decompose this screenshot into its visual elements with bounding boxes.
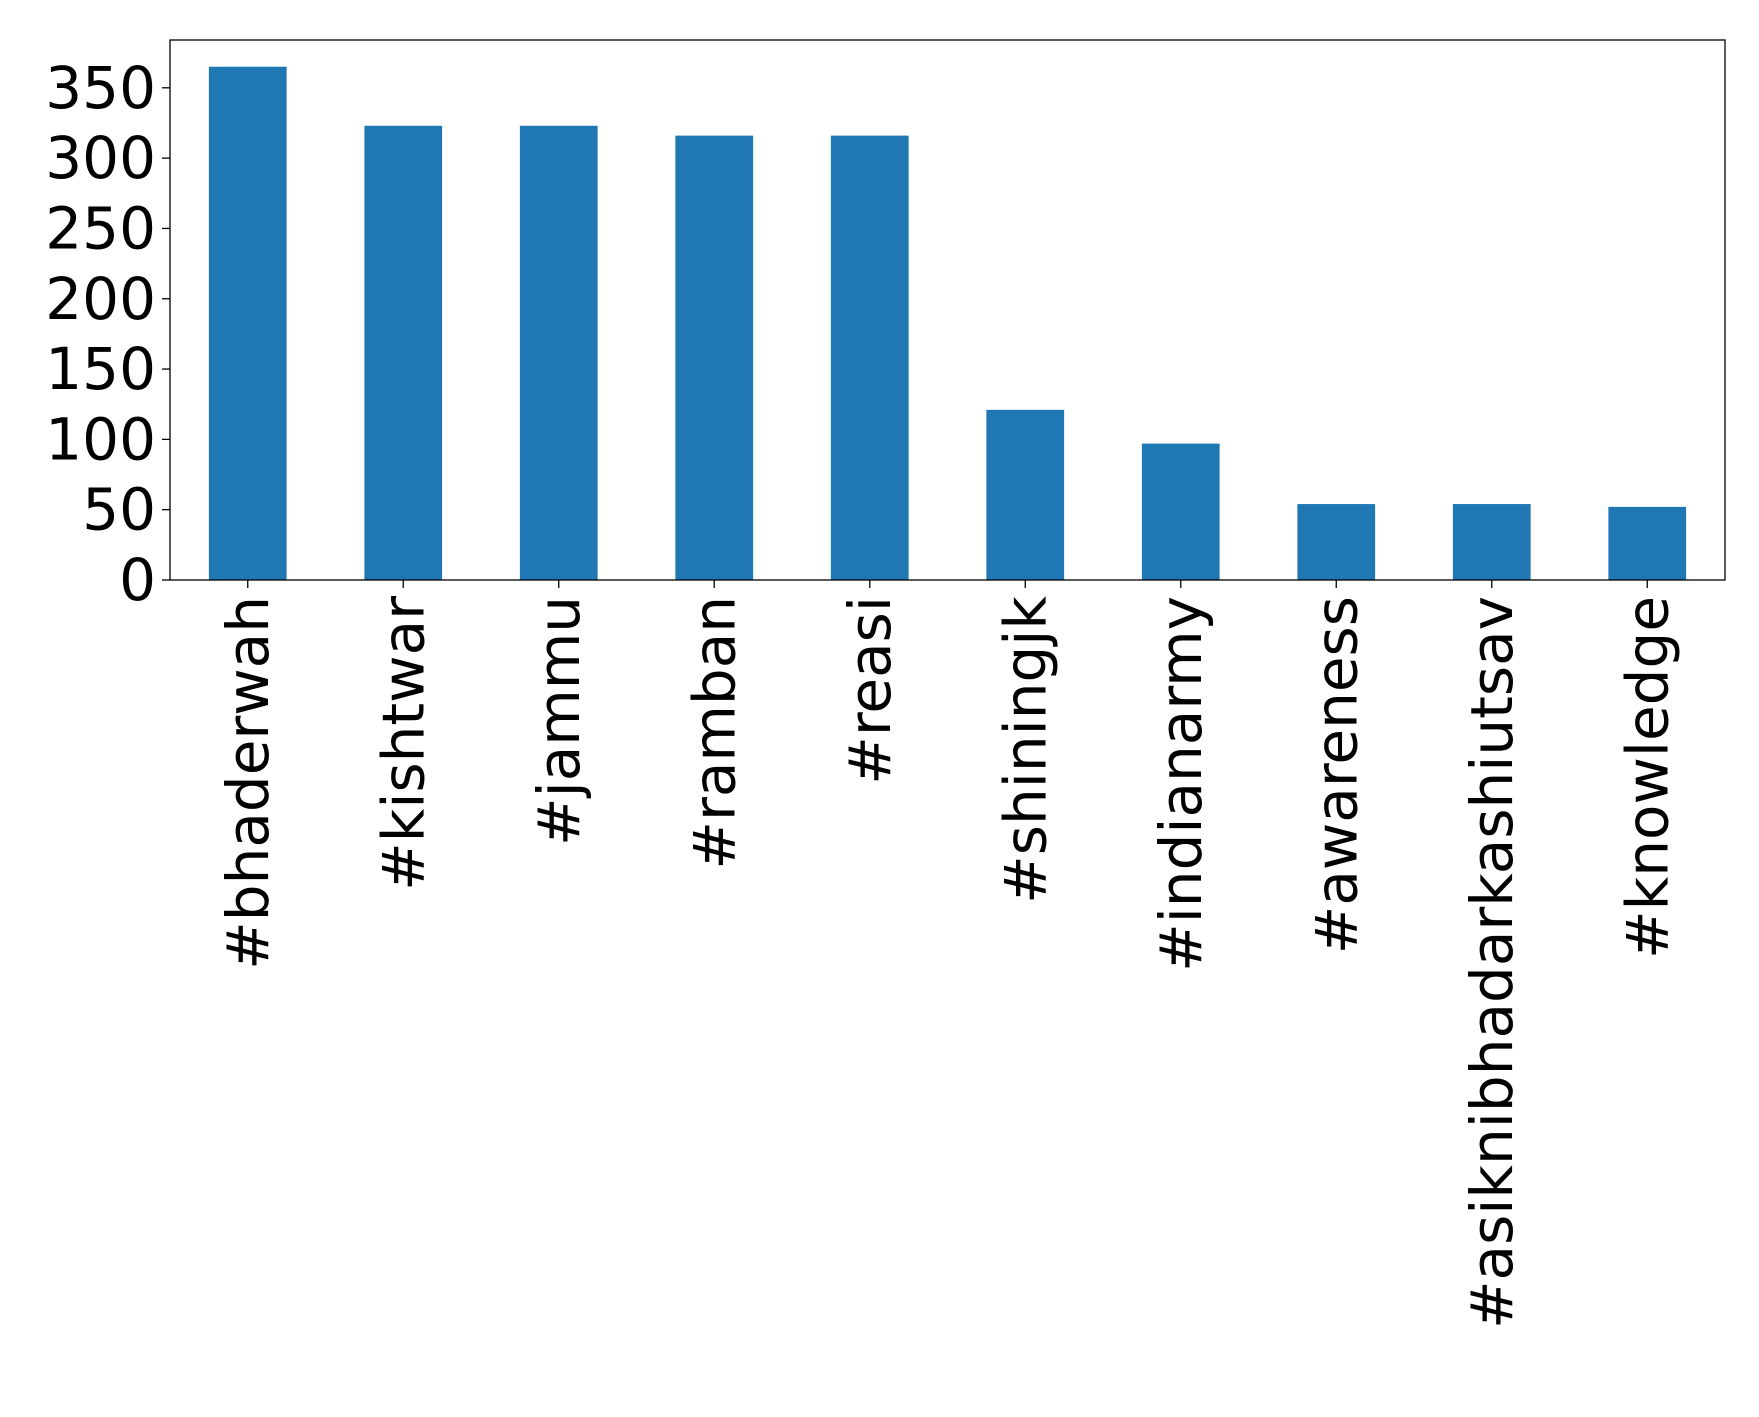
x-tick-label: #indianarmy — [1147, 596, 1215, 972]
bar-ramban — [675, 135, 754, 580]
bar-reasi — [830, 135, 909, 580]
y-tick-label: 100 — [45, 405, 156, 473]
x-tick-label: #shiningjk — [991, 596, 1059, 904]
y-tick-label: 0 — [119, 546, 156, 614]
bar-asiknibhadarkashiutsav — [1452, 504, 1531, 580]
x-tick-label: #asiknibhadarkashiutsav — [1458, 596, 1526, 1329]
bar-awareness — [1297, 504, 1376, 580]
bar-kishtwar — [364, 125, 443, 580]
bar-shiningjk — [986, 409, 1065, 580]
plot-frame — [169, 39, 1726, 581]
y-tick-label: 250 — [45, 194, 156, 262]
y-tick-label: 150 — [45, 335, 156, 403]
bar-indianarmy — [1141, 443, 1220, 580]
bar-jammu — [519, 125, 598, 580]
x-tick-label: #bhaderwah — [214, 596, 282, 970]
y-tick-label: 50 — [82, 476, 156, 544]
x-tick-label: #reasi — [836, 596, 904, 785]
y-tick-label: 300 — [45, 124, 156, 192]
x-tick-label: #kishtwar — [369, 596, 437, 891]
y-tick-label: 200 — [45, 265, 156, 333]
x-tick-label: #knowledge — [1613, 596, 1681, 959]
x-axis: #bhaderwah #kishtwar #jammu #ramban #reasi #s… — [214, 580, 1681, 1329]
y-tick-label: 350 — [45, 54, 156, 122]
bars-group — [208, 66, 1687, 580]
x-tick-label: #awareness — [1302, 596, 1370, 954]
x-tick-label: #ramban — [680, 596, 748, 870]
bar-bhaderwah — [208, 66, 287, 580]
x-tick-label: #jammu — [525, 596, 593, 846]
bar-knowledge — [1608, 506, 1687, 580]
